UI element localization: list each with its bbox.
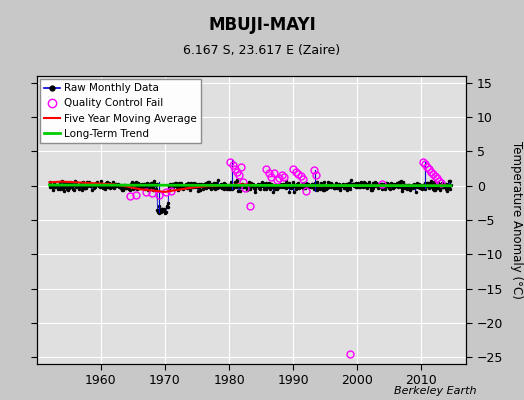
Y-axis label: Temperature Anomaly (°C): Temperature Anomaly (°C) [510, 141, 522, 299]
Text: MBUJI-MAYI: MBUJI-MAYI [208, 16, 316, 34]
Legend: Raw Monthly Data, Quality Control Fail, Five Year Moving Average, Long-Term Tren: Raw Monthly Data, Quality Control Fail, … [40, 79, 201, 143]
Text: 6.167 S, 23.617 E (Zaire): 6.167 S, 23.617 E (Zaire) [183, 44, 341, 57]
Text: Berkeley Earth: Berkeley Earth [395, 386, 477, 396]
